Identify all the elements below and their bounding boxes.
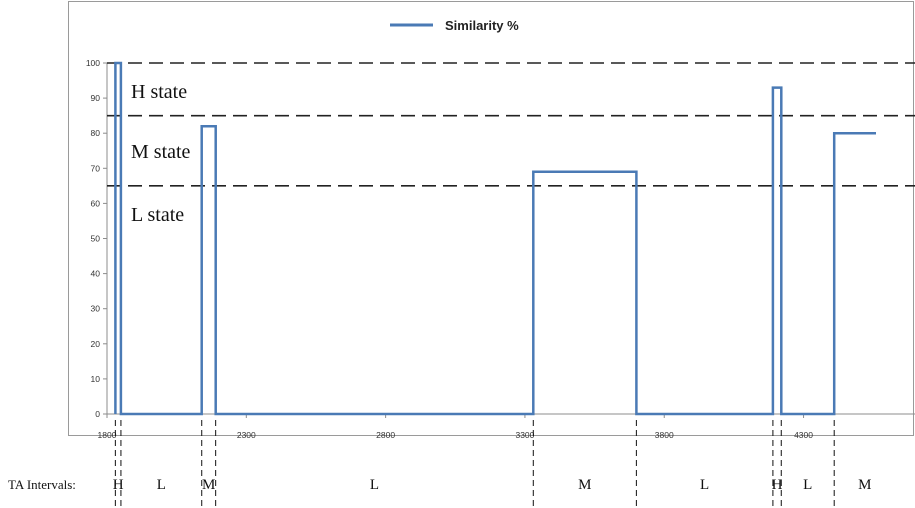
interval-label: H	[113, 477, 124, 493]
y-tick-label: 60	[91, 198, 101, 208]
interval-label: M	[578, 477, 591, 493]
legend: Similarity %	[390, 18, 519, 33]
interval-label: L	[157, 477, 166, 493]
x-tick-label: 3300	[515, 430, 534, 440]
x-tick-label: 4300	[794, 430, 813, 440]
series-line-similarity	[114, 61, 876, 416]
y-tick-label: 20	[91, 339, 101, 349]
chart-frame	[68, 1, 914, 436]
y-tick-label: 70	[91, 163, 101, 173]
interval-label: M	[202, 477, 215, 493]
series-layer	[114, 61, 876, 416]
y-tick-label: 40	[91, 269, 101, 279]
interval-label: H	[772, 477, 783, 493]
y-tick-label: 80	[91, 128, 101, 138]
interval-label: M	[858, 477, 871, 493]
y-tick-label: 30	[91, 304, 101, 314]
interval-label: L	[700, 477, 709, 493]
x-tick-label: 2300	[237, 430, 256, 440]
ta-intervals-label: TA Intervals:	[8, 477, 76, 492]
y-tick-label: 0	[95, 409, 100, 419]
interval-label: L	[803, 477, 812, 493]
state-label: L state	[131, 204, 184, 226]
x-tick-label: 3800	[655, 430, 674, 440]
y-tick-label: 50	[91, 234, 101, 244]
ta-intervals: TA Intervals: H L M L M L H L M	[8, 420, 872, 508]
state-label: M state	[131, 141, 191, 163]
x-tick-label: 1800	[98, 430, 117, 440]
state-label: H state	[131, 81, 187, 103]
x-tick-label: 2800	[376, 430, 395, 440]
state-labels: H state M state L state	[131, 81, 191, 226]
y-tick-label: 10	[91, 374, 101, 384]
interval-label: L	[370, 477, 379, 493]
legend-label: Similarity %	[445, 18, 519, 33]
y-tick-label: 100	[86, 58, 100, 68]
y-tick-label: 90	[91, 93, 101, 103]
